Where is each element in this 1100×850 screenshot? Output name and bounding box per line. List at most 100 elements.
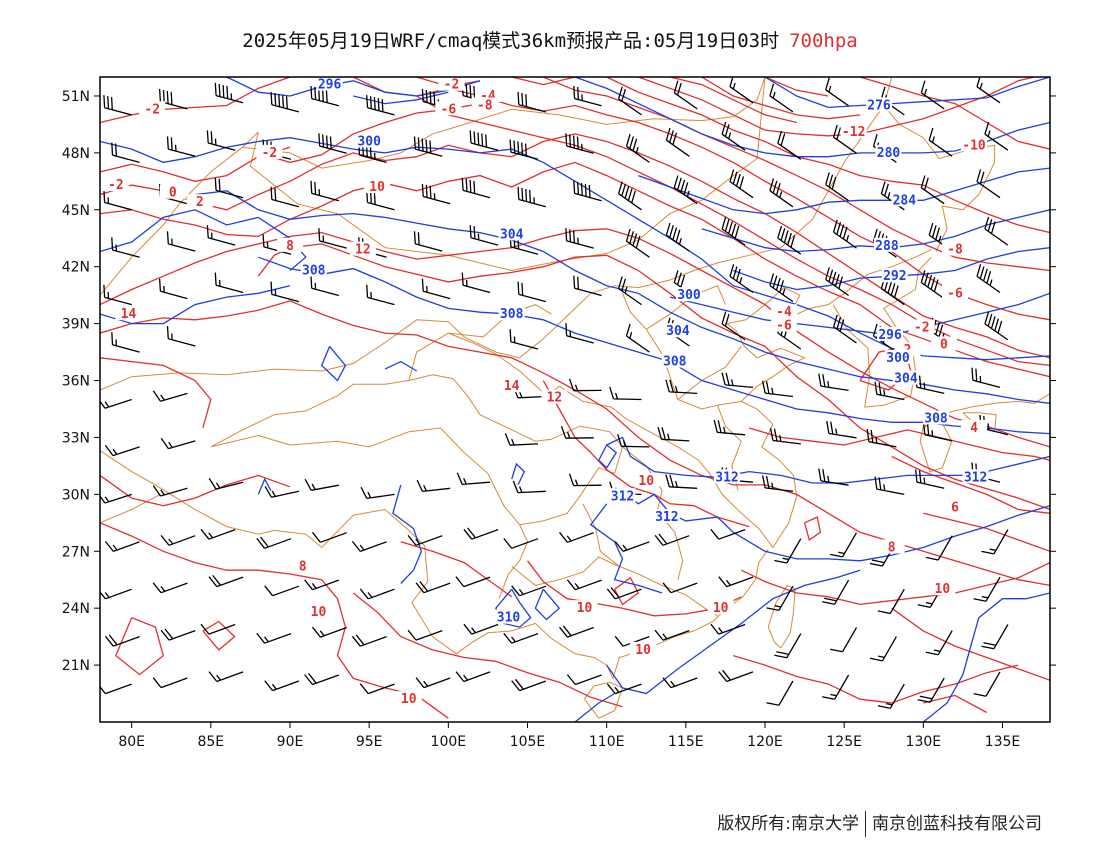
- wind-barb: [413, 231, 443, 252]
- height-label-bg: [664, 323, 691, 338]
- wind-barb: [351, 540, 387, 553]
- height-isoline: [534, 588, 561, 621]
- y-tick-label: 24N: [62, 601, 90, 617]
- wind-barb: [103, 95, 132, 116]
- temperature-label: -2: [108, 178, 124, 193]
- wind-barb: [455, 576, 491, 588]
- wind-barb: [366, 95, 395, 116]
- wind-barb: [662, 677, 698, 689]
- temperature-label: -6: [776, 319, 792, 334]
- chart-title: 2025年05月19日WRF/cmaq模式36km预报产品:05月19日03时 7…: [0, 26, 1100, 53]
- temperature-label-bg: [498, 378, 525, 393]
- wind-barb: [606, 683, 642, 695]
- wind-barb: [769, 273, 794, 303]
- wind-barb: [100, 398, 132, 409]
- temperature-contours: [100, 77, 1050, 719]
- wind-barb: [512, 480, 546, 494]
- wind-barb: [721, 311, 746, 341]
- height-isoline: [384, 360, 418, 372]
- wind-barb: [568, 378, 602, 392]
- wind-barb: [461, 177, 491, 199]
- y-tick-label: 51N: [62, 89, 90, 105]
- wind-barb: [511, 678, 547, 692]
- temperature-label: 4: [970, 421, 978, 436]
- x-tick-label: 115E: [668, 734, 704, 750]
- y-tick-label: 21N: [62, 658, 90, 674]
- height-label: 288: [875, 239, 899, 254]
- wind-barb: [713, 419, 746, 436]
- wind-barb: [769, 427, 801, 445]
- height-label-bg: [300, 262, 327, 277]
- wind-barb: [366, 189, 395, 211]
- wind-barb: [573, 180, 602, 202]
- temperature-label-bg: [942, 499, 968, 514]
- temperature-label-bg: [878, 539, 905, 554]
- height-label-bg: [495, 609, 522, 624]
- y-tick-label: 42N: [62, 260, 90, 276]
- height-isoline: [353, 91, 449, 105]
- wind-barb: [565, 228, 594, 249]
- temperature-label-bg: [186, 194, 213, 209]
- temperature-label: 10: [713, 601, 729, 616]
- wind-barb: [673, 175, 698, 205]
- wind-barb: [825, 172, 849, 202]
- height-label-bg: [498, 306, 525, 321]
- height-label-bg: [356, 133, 383, 148]
- height-isoline: [606, 569, 861, 695]
- height-label: 304: [894, 372, 918, 387]
- wind-barb: [617, 86, 642, 116]
- wind-barb: [915, 374, 945, 395]
- wind-barb: [214, 272, 244, 294]
- temperature-label: -2: [262, 146, 278, 161]
- pressure-level-label: 700hpa: [789, 30, 858, 52]
- x-tick-label: 95E: [356, 734, 383, 750]
- temperature-isotherm: [100, 77, 291, 124]
- height-isoline: [669, 292, 1050, 336]
- wind-barb: [774, 633, 802, 659]
- wind-barb: [509, 329, 539, 350]
- wind-barb: [200, 528, 236, 540]
- wind-barb: [917, 677, 945, 703]
- wind-barb: [504, 433, 539, 446]
- temperature-isotherm: [733, 654, 1019, 704]
- boundary-line: [919, 419, 953, 473]
- wind-barb: [922, 422, 953, 442]
- wind-barb: [657, 426, 690, 442]
- wind-barb: [270, 91, 300, 113]
- wind-barb: [729, 77, 754, 104]
- wind-barb: [606, 587, 642, 600]
- x-tick-label: 135E: [985, 734, 1021, 750]
- y-tick-label: 27N: [62, 544, 90, 560]
- wind-barb: [920, 175, 945, 205]
- wind-barb: [981, 624, 1009, 650]
- wind-barb: [200, 623, 236, 635]
- y-tick-label: 45N: [62, 203, 90, 219]
- temperature-label-bg: [771, 317, 797, 332]
- temperature-label: -8: [477, 98, 493, 113]
- wind-barb: [469, 130, 499, 151]
- height-isoline: [100, 137, 1050, 361]
- height-isoline: [764, 77, 1050, 109]
- wind-barb: [877, 683, 905, 709]
- y-tick-label: 36N: [62, 374, 90, 390]
- temperature-label: 8: [888, 540, 896, 555]
- temperature-isotherm: [891, 607, 1050, 681]
- height-label-bg: [498, 226, 525, 241]
- wind-barb: [984, 121, 1009, 151]
- temperature-label-bg: [438, 76, 465, 91]
- wind-barb: [558, 625, 594, 638]
- temperature-label: -2: [144, 102, 160, 117]
- temperature-label-bg: [961, 419, 987, 434]
- wind-barb: [152, 485, 188, 497]
- wind-barb: [560, 425, 594, 439]
- temperature-label-bg: [961, 137, 987, 152]
- wind-barb: [928, 222, 953, 252]
- height-label-bg: [891, 192, 918, 207]
- temperature-label: 12: [547, 391, 563, 406]
- boundary-line: [408, 293, 798, 549]
- wind-barb: [973, 671, 1001, 697]
- wind-barb: [270, 281, 300, 303]
- wind-barb: [818, 373, 849, 392]
- boundary-line: [242, 77, 766, 169]
- wind-barb: [654, 629, 690, 641]
